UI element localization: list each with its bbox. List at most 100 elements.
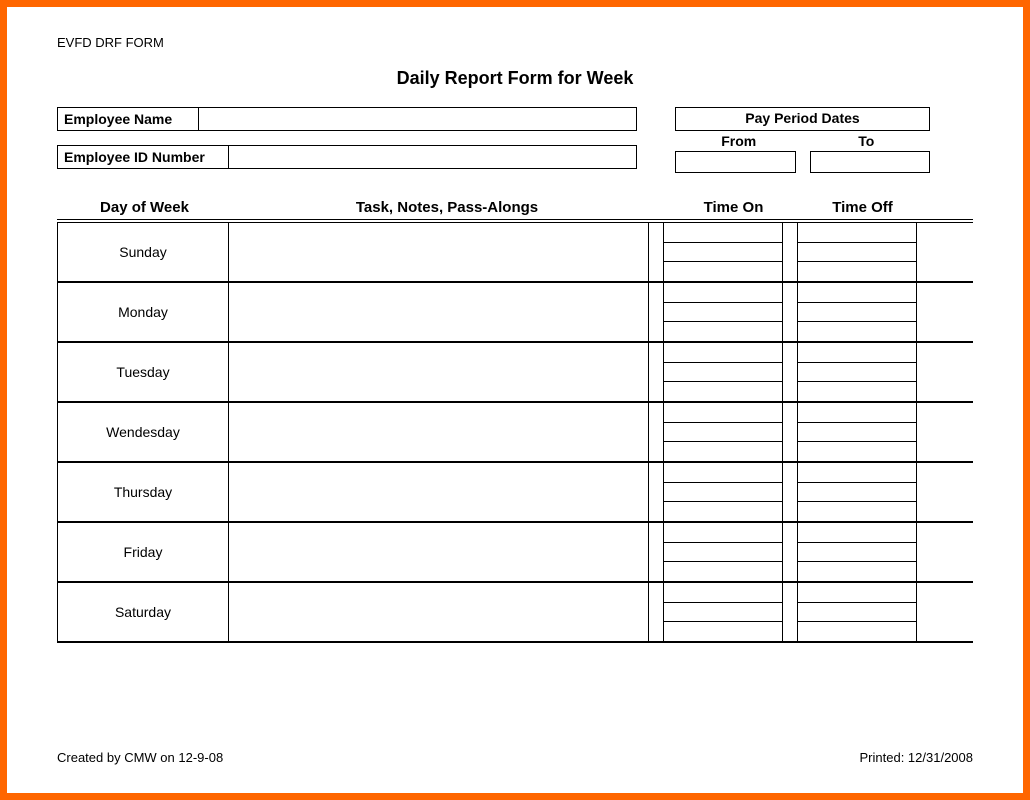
time-on-slot[interactable] (664, 502, 782, 521)
time-off-slot[interactable] (798, 223, 916, 243)
time-off-slot[interactable] (798, 363, 916, 383)
header-block: Employee Name Employee ID Number Pay Per… (57, 107, 973, 173)
time-off-slot[interactable] (798, 403, 916, 423)
task-cell[interactable] (229, 223, 649, 281)
day-label: Monday (57, 283, 229, 341)
time-off-slot[interactable] (798, 382, 916, 401)
time-on-cell (663, 523, 783, 581)
day-label: Thursday (57, 463, 229, 521)
time-on-cell (663, 343, 783, 401)
time-on-slot[interactable] (664, 322, 782, 341)
time-off-slot[interactable] (798, 243, 916, 263)
time-on-slot[interactable] (664, 423, 782, 443)
time-off-slot[interactable] (798, 423, 916, 443)
week-row: Friday (57, 523, 973, 583)
col-header-task: Task, Notes, Pass-Alongs (232, 199, 662, 216)
time-off-slot[interactable] (798, 442, 916, 461)
time-off-slot[interactable] (798, 502, 916, 521)
time-off-cell (797, 223, 917, 281)
time-on-slot[interactable] (664, 603, 782, 623)
time-off-cell (797, 463, 917, 521)
task-cell[interactable] (229, 463, 649, 521)
time-on-slot[interactable] (664, 523, 782, 543)
time-off-slot[interactable] (798, 603, 916, 623)
time-on-slot[interactable] (664, 243, 782, 263)
employee-id-label: Employee ID Number (57, 145, 229, 169)
week-table-body: SundayMondayTuesdayWendesdayThursdayFrid… (57, 223, 973, 643)
form-page: EVFD DRF FORM Daily Report Form for Week… (0, 0, 1030, 800)
footer: Created by CMW on 12-9-08 Printed: 12/31… (57, 750, 973, 765)
time-on-slot[interactable] (664, 343, 782, 363)
task-cell[interactable] (229, 523, 649, 581)
time-off-slot[interactable] (798, 583, 916, 603)
time-off-cell (797, 403, 917, 461)
time-on-cell (663, 403, 783, 461)
time-on-cell (663, 583, 783, 641)
employee-name-row: Employee Name (57, 107, 637, 131)
time-on-slot[interactable] (664, 442, 782, 461)
time-on-slot[interactable] (664, 303, 782, 323)
time-on-cell (663, 223, 783, 281)
time-off-cell (797, 583, 917, 641)
time-off-cell (797, 343, 917, 401)
time-on-slot[interactable] (664, 262, 782, 281)
pay-period-inputs (675, 151, 930, 173)
time-off-slot[interactable] (798, 543, 916, 563)
employee-id-row: Employee ID Number (57, 145, 637, 169)
time-off-slot[interactable] (798, 343, 916, 363)
employee-name-label: Employee Name (57, 107, 199, 131)
to-label: To (803, 133, 931, 149)
day-label: Tuesday (57, 343, 229, 401)
task-cell[interactable] (229, 403, 649, 461)
time-off-slot[interactable] (798, 622, 916, 641)
footer-printed: Printed: 12/31/2008 (860, 750, 973, 765)
column-headers: Day of Week Task, Notes, Pass-Alongs Tim… (57, 199, 973, 216)
week-row: Sunday (57, 223, 973, 283)
time-on-slot[interactable] (664, 562, 782, 581)
week-row: Tuesday (57, 343, 973, 403)
day-label: Wendesday (57, 403, 229, 461)
time-off-slot[interactable] (798, 523, 916, 543)
form-code: EVFD DRF FORM (57, 35, 973, 50)
employee-fields: Employee Name Employee ID Number (57, 107, 637, 173)
task-cell[interactable] (229, 583, 649, 641)
week-row: Monday (57, 283, 973, 343)
time-on-slot[interactable] (664, 543, 782, 563)
time-off-slot[interactable] (798, 483, 916, 503)
time-on-cell (663, 463, 783, 521)
task-cell[interactable] (229, 283, 649, 341)
time-on-slot[interactable] (664, 622, 782, 641)
col-header-time-off: Time Off (805, 199, 920, 216)
time-on-slot[interactable] (664, 463, 782, 483)
time-off-slot[interactable] (798, 262, 916, 281)
week-row: Thursday (57, 463, 973, 523)
task-cell[interactable] (229, 343, 649, 401)
time-on-slot[interactable] (664, 363, 782, 383)
time-off-slot[interactable] (798, 463, 916, 483)
time-off-slot[interactable] (798, 562, 916, 581)
to-date-input[interactable] (810, 151, 931, 173)
time-on-slot[interactable] (664, 283, 782, 303)
week-row: Saturday (57, 583, 973, 643)
day-label: Sunday (57, 223, 229, 281)
time-on-slot[interactable] (664, 483, 782, 503)
form-title: Daily Report Form for Week (57, 68, 973, 89)
from-label: From (675, 133, 803, 149)
time-off-slot[interactable] (798, 303, 916, 323)
time-off-cell (797, 523, 917, 581)
time-on-cell (663, 283, 783, 341)
pay-period-sublabels: From To (675, 131, 930, 151)
pay-period-label: Pay Period Dates (675, 107, 930, 131)
time-off-slot[interactable] (798, 283, 916, 303)
time-on-slot[interactable] (664, 403, 782, 423)
time-on-slot[interactable] (664, 382, 782, 401)
pay-period-block: Pay Period Dates From To (675, 107, 930, 173)
time-off-slot[interactable] (798, 322, 916, 341)
employee-name-input[interactable] (199, 107, 637, 131)
from-date-input[interactable] (675, 151, 796, 173)
day-label: Saturday (57, 583, 229, 641)
time-on-slot[interactable] (664, 583, 782, 603)
employee-id-input[interactable] (229, 145, 637, 169)
col-header-time-on: Time On (676, 199, 791, 216)
time-on-slot[interactable] (664, 223, 782, 243)
